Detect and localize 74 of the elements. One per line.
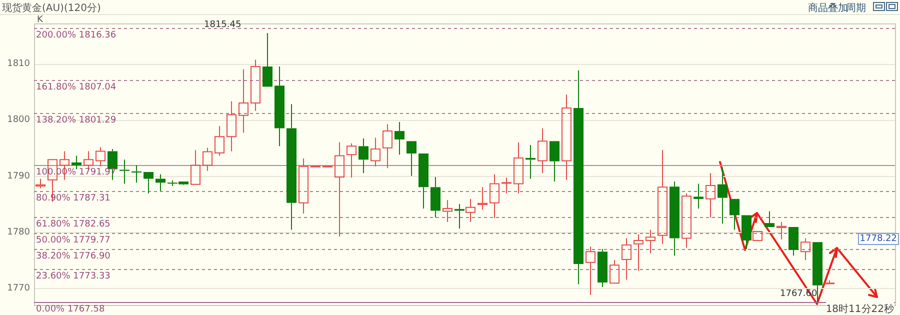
- ref-line-label: 50.00% 1779.77: [36, 235, 110, 246]
- candlestick: [598, 248, 608, 288]
- candlestick: [430, 176, 440, 218]
- ref-line-label: 200.00% 1816.36: [36, 30, 116, 40]
- candlestick: [646, 229, 656, 254]
- candlestick: [466, 198, 476, 222]
- candlestick: [190, 150, 200, 185]
- candlestick: [670, 181, 680, 256]
- candlestick: [334, 142, 344, 238]
- candlestick: [156, 174, 166, 192]
- candlestick: [286, 104, 296, 230]
- candlestick: [202, 147, 212, 172]
- candlestick: [550, 141, 560, 182]
- ref-line-label: 61.80% 1782.65: [36, 219, 110, 230]
- candlestick: [800, 238, 810, 261]
- candlestick: [358, 138, 368, 174]
- candlestick: [490, 174, 500, 219]
- annotation: 1815.45: [204, 20, 242, 30]
- candlestick: [634, 234, 644, 272]
- chart-title: 现货黄金(AU)(120分): [2, 2, 101, 15]
- ref-line-label: 23.60% 1773.33: [36, 271, 110, 282]
- ref-line-label: 161.80% 1807.04: [36, 82, 116, 92]
- candlestick: [586, 246, 596, 296]
- text: K: [37, 15, 43, 25]
- candlestick: [574, 70, 584, 285]
- y-tick-label: 1780: [7, 227, 30, 238]
- y-tick-label: 1810: [7, 59, 30, 70]
- candlestick: [382, 124, 392, 169]
- ref-line-label: 38.20% 1776.90: [36, 251, 111, 262]
- candlestick: [262, 32, 272, 87]
- candlestick: [682, 192, 692, 248]
- candlestick: [562, 94, 572, 180]
- annotation: 1778.22: [858, 233, 899, 245]
- candlestick: [764, 210, 774, 227]
- candlestick: [406, 141, 416, 176]
- candlestick: [36, 178, 46, 189]
- y-tick-label: 1790: [7, 171, 30, 182]
- candlestick: [442, 200, 452, 222]
- candlestick: [502, 177, 512, 194]
- candlestick: [274, 66, 284, 147]
- candlestick: [394, 122, 404, 156]
- candlestick: [226, 100, 236, 152]
- candlestick: [622, 238, 632, 280]
- candlestick: [238, 68, 248, 134]
- candlestick: [788, 226, 798, 256]
- y-tick-label: 1770: [7, 284, 30, 294]
- candlestick: [454, 203, 464, 230]
- text: 商品叠加: [808, 2, 848, 15]
- ref-line-label: 0.00% 1767.58: [36, 304, 105, 314]
- candlestick: [144, 172, 154, 194]
- candlestick: [776, 221, 786, 240]
- candlestick: [730, 198, 740, 230]
- candlestick: [96, 146, 106, 167]
- ref-line-label: 138.20% 1801.29: [36, 115, 116, 126]
- candlestick: [478, 186, 488, 210]
- candlestick: [658, 150, 668, 244]
- annotation: 18时11分22秒: [826, 302, 894, 315]
- candlestick: [718, 167, 728, 224]
- candlestick: [346, 142, 356, 178]
- candlestick: [610, 260, 620, 284]
- candlestick: [706, 172, 716, 218]
- candlestick: [694, 183, 704, 209]
- candlestick: [250, 59, 260, 112]
- candlestick: [526, 144, 536, 180]
- candlestick: [538, 128, 548, 174]
- candlestick: [370, 137, 380, 167]
- candlestick: [752, 230, 762, 241]
- candlestick: [514, 142, 524, 194]
- y-tick-label: 1800: [7, 115, 30, 126]
- candlestick: [742, 215, 752, 250]
- text: 周期: [846, 2, 866, 15]
- candlestick: [418, 153, 428, 209]
- candlestick: [298, 158, 308, 214]
- candlestick: [214, 125, 224, 156]
